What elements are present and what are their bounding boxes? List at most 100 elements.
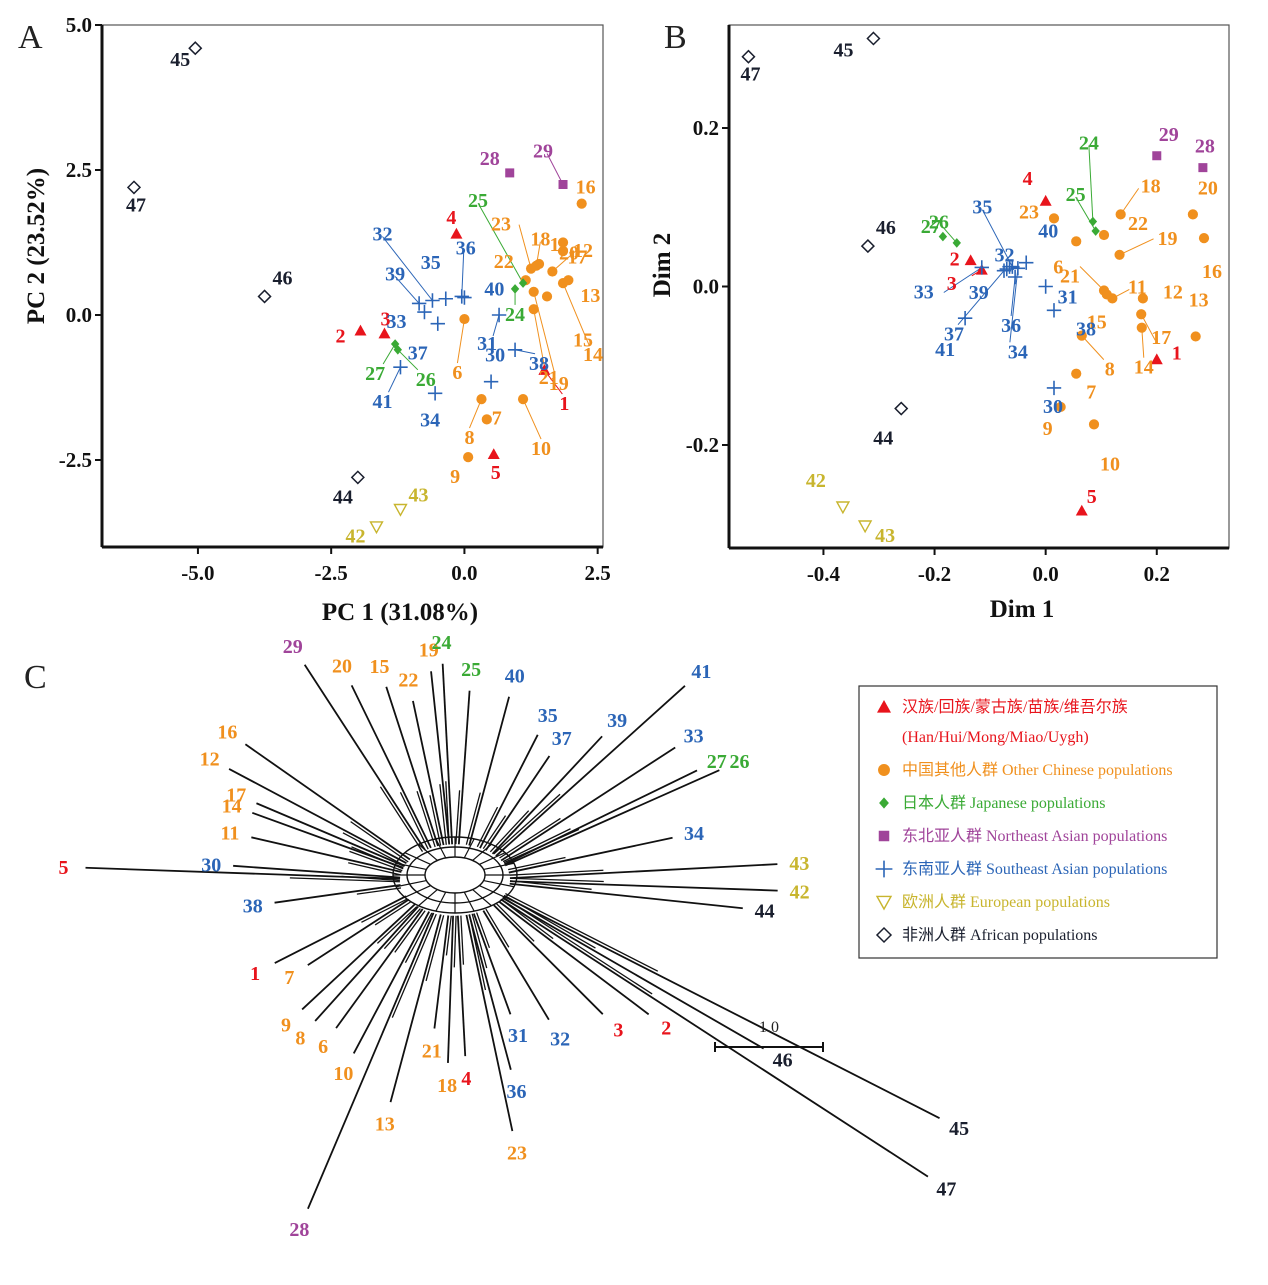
- point-label-9: 9: [450, 466, 460, 488]
- network-branch-14: [251, 811, 404, 869]
- network-label-1: 1: [250, 963, 260, 985]
- network-label-10: 10: [333, 1063, 353, 1085]
- point-46: [860, 239, 875, 254]
- network-label-23: 23: [507, 1143, 527, 1165]
- network-label-20: 20: [332, 656, 352, 678]
- point-47: [741, 49, 756, 64]
- point-label-9: 9: [1043, 418, 1053, 440]
- point-44: [894, 401, 909, 416]
- panel-b-x-title: Dim 1: [990, 596, 1055, 623]
- point-5: [1075, 504, 1088, 516]
- point-12: [557, 246, 569, 257]
- point-label-34: 34: [1008, 341, 1028, 363]
- network-label-5: 5: [59, 857, 69, 879]
- panel-a-x-title: PC 1 (31.08%): [322, 599, 478, 626]
- point-29: [1152, 151, 1162, 161]
- point-40: [457, 290, 472, 305]
- point-18: [1115, 209, 1126, 220]
- point-4: [450, 227, 463, 239]
- point-label-14: 14: [1134, 357, 1154, 379]
- point-16: [1198, 233, 1210, 244]
- point-1: [538, 364, 551, 375]
- point-33: [417, 304, 432, 320]
- point-label-33: 33: [386, 311, 406, 333]
- point-9: [463, 452, 474, 463]
- point-3: [378, 327, 391, 339]
- leader-line: [397, 349, 419, 371]
- network-branch-16: [244, 743, 411, 861]
- point-31: [1038, 279, 1053, 294]
- network-label-6: 6: [318, 1036, 328, 1058]
- point-label-21: 21: [539, 367, 559, 389]
- point-38: [507, 342, 523, 357]
- network-split: [489, 810, 530, 853]
- legend: 汉族/回族/蒙古族/苗族/维吾尔族 (Han/Hui/Mong/Miao/Uygh…: [858, 685, 1218, 959]
- point-28: [1198, 163, 1208, 173]
- leader-line: [382, 343, 396, 365]
- x-tick-label: -5.0: [181, 561, 214, 585]
- point-label-19: 19: [1158, 228, 1178, 250]
- leader-line: [1119, 238, 1154, 256]
- network-label-9: 9: [281, 1014, 291, 1036]
- point-label-28: 28: [480, 148, 500, 170]
- network-split: [476, 912, 491, 949]
- point-label-2: 2: [335, 326, 345, 348]
- point-34: [427, 386, 443, 401]
- point-6: [459, 313, 470, 325]
- network-split: [399, 792, 429, 850]
- network-label-11: 11: [220, 822, 239, 844]
- network-branch-3: [493, 904, 604, 1015]
- network-split: [383, 908, 421, 950]
- point-43: [393, 503, 408, 517]
- network-split: [508, 856, 566, 871]
- network-branch-44: [509, 882, 743, 910]
- network-core-edge: [435, 891, 447, 912]
- network-core-edge: [418, 843, 438, 861]
- point-42: [835, 501, 851, 515]
- point-label-4: 4: [446, 207, 456, 229]
- point-23: [525, 263, 537, 274]
- network-label-38: 38: [243, 896, 263, 918]
- network-label-2: 2: [661, 1018, 671, 1040]
- point-label-16: 16: [576, 177, 596, 199]
- point-label-26: 26: [929, 212, 949, 234]
- network-split: [349, 850, 403, 872]
- leader-line: [522, 398, 542, 440]
- panel-b-mds: B -0.4 -0.2 0.0 0.20.20.0-0.2 1234567891011…: [649, 19, 1230, 623]
- point-45: [188, 41, 203, 56]
- network-branch-10: [352, 911, 430, 1054]
- network-split: [453, 915, 457, 968]
- network-branch-29: [303, 664, 426, 851]
- point-31: [491, 307, 507, 323]
- network-split: [348, 862, 401, 876]
- point-label-39: 39: [969, 282, 989, 304]
- point-37: [430, 316, 445, 331]
- point-label-3: 3: [947, 273, 957, 295]
- network-split: [482, 815, 507, 850]
- leader-line: [469, 398, 482, 429]
- y-tick-label: 0.0: [693, 275, 719, 299]
- point-15: [541, 291, 553, 302]
- network-branch-46: [502, 897, 765, 1050]
- point-label-42: 42: [345, 526, 365, 548]
- network-label-13: 13: [375, 1113, 395, 1135]
- network-label-19: 19: [419, 639, 439, 661]
- network-branch-1: [274, 895, 407, 964]
- point-label-17: 17: [1151, 327, 1171, 349]
- network-branch-36: [468, 914, 512, 1070]
- network-split: [350, 821, 409, 863]
- point-46: [257, 289, 272, 304]
- point-20: [1187, 209, 1198, 220]
- point-label-28: 28: [1195, 136, 1215, 158]
- network-core-edge: [418, 889, 438, 907]
- y-tick-label: 5.0: [66, 13, 92, 37]
- network-branch-38: [274, 884, 401, 904]
- legend-marker-southeast_asian: [875, 860, 893, 878]
- point-7: [1071, 368, 1082, 379]
- point-30: [483, 374, 499, 389]
- panel-b-letter: B: [664, 19, 687, 56]
- network-branch-40: [468, 696, 510, 846]
- point-21: [528, 304, 539, 315]
- point-label-44: 44: [333, 486, 353, 508]
- network-split: [510, 877, 604, 883]
